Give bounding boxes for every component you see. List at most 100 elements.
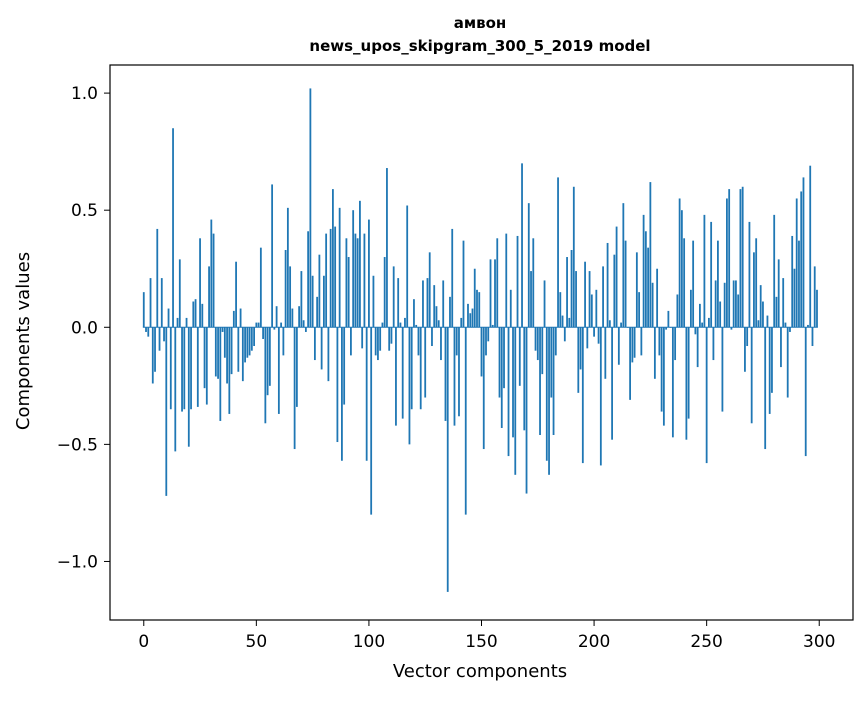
bar — [732, 280, 735, 328]
bar — [712, 327, 715, 361]
bar — [178, 259, 181, 328]
bar — [539, 327, 541, 435]
bar — [640, 327, 643, 356]
bar — [262, 327, 264, 339]
bar — [199, 238, 201, 328]
bar — [359, 200, 361, 328]
bars-layer — [142, 88, 818, 592]
bar — [653, 327, 656, 379]
bar — [804, 327, 807, 457]
y-tick-label: 0.5 — [71, 201, 98, 221]
bar — [336, 327, 339, 443]
bar — [608, 320, 611, 328]
bar — [530, 271, 532, 328]
y-axis-label: Components values — [13, 252, 34, 430]
bar — [748, 221, 751, 328]
bar — [181, 327, 183, 412]
bar — [327, 327, 330, 382]
bar — [322, 275, 325, 328]
bar — [426, 278, 429, 328]
bar — [300, 271, 303, 328]
bar — [703, 214, 706, 328]
bar — [719, 301, 722, 328]
bar — [782, 278, 785, 328]
bar — [775, 296, 778, 328]
bar — [295, 327, 298, 407]
bar — [689, 289, 692, 328]
bar — [541, 327, 544, 375]
bar — [165, 327, 168, 496]
bar — [374, 327, 377, 356]
bar — [356, 238, 359, 328]
x-tick-label: 150 — [465, 632, 497, 652]
bar — [332, 189, 334, 328]
bar — [762, 301, 764, 328]
bar — [701, 322, 704, 328]
bar — [437, 320, 440, 328]
bar — [334, 226, 337, 328]
bar — [298, 306, 301, 328]
bar — [469, 313, 472, 328]
bar — [496, 238, 499, 328]
bar — [793, 268, 796, 328]
bar — [744, 327, 746, 372]
bar — [142, 292, 145, 328]
bar — [282, 327, 285, 356]
bar — [611, 327, 613, 440]
bar — [699, 303, 701, 328]
bar — [365, 327, 368, 461]
bar — [214, 327, 217, 377]
bar — [217, 327, 219, 379]
bar — [343, 327, 346, 405]
bar — [147, 327, 150, 337]
bar — [662, 327, 665, 426]
bar — [563, 327, 566, 342]
bar — [228, 327, 231, 414]
bar — [399, 322, 402, 328]
bar — [755, 238, 758, 328]
bar — [606, 242, 609, 328]
bar — [442, 280, 445, 328]
bar — [284, 250, 287, 328]
bar — [232, 310, 235, 328]
bar — [280, 322, 283, 328]
bar — [338, 207, 341, 328]
bar — [494, 259, 496, 328]
bar — [687, 327, 690, 419]
bar — [451, 228, 454, 328]
bar — [253, 327, 255, 347]
bar — [415, 324, 418, 328]
bar — [219, 327, 222, 421]
bar — [507, 327, 510, 457]
bar — [160, 278, 163, 328]
bar — [311, 275, 314, 328]
bar — [264, 327, 267, 424]
bar — [476, 289, 478, 328]
bar — [413, 299, 415, 328]
bar — [489, 259, 492, 328]
bar — [190, 327, 192, 410]
bar — [268, 327, 271, 386]
bar — [372, 275, 375, 328]
bar — [550, 327, 553, 398]
bar — [406, 205, 409, 328]
bar — [304, 327, 307, 332]
bar — [485, 327, 487, 356]
bar — [491, 324, 494, 328]
bar — [446, 327, 449, 592]
bar — [183, 327, 186, 410]
bar — [798, 240, 800, 328]
bar — [642, 214, 645, 328]
bar — [309, 88, 312, 328]
bar — [158, 327, 161, 351]
bar — [759, 285, 762, 328]
bar — [257, 322, 260, 328]
bar — [482, 327, 485, 450]
bar — [516, 235, 519, 328]
bar — [379, 327, 382, 351]
bar — [638, 292, 641, 328]
bar — [789, 327, 791, 332]
bar — [453, 327, 456, 426]
